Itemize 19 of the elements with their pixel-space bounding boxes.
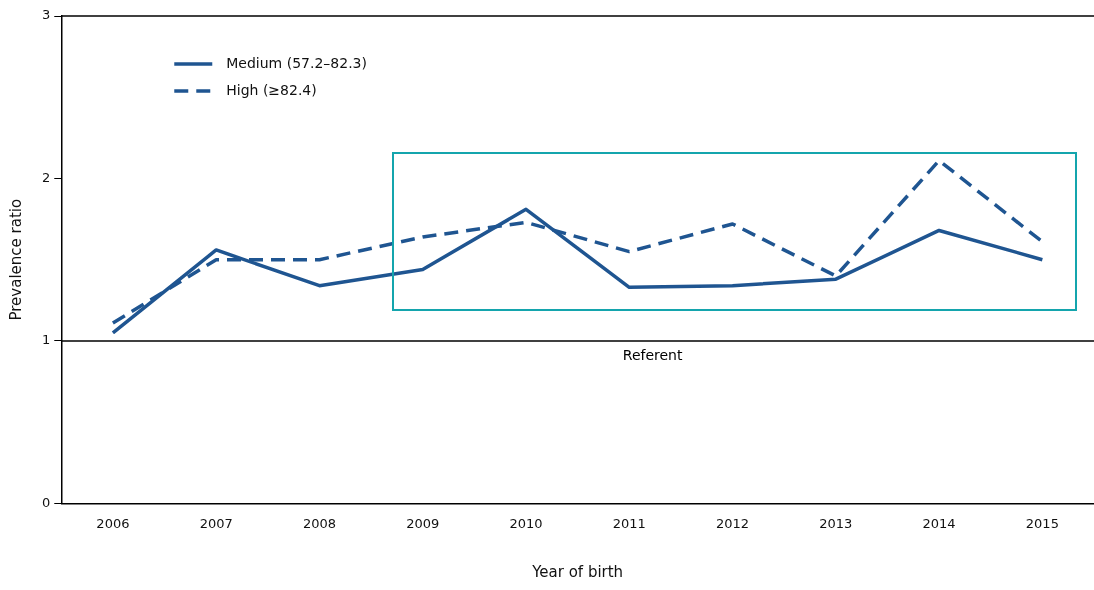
x-tick-label: 2012 xyxy=(716,515,750,531)
ref-line-label: Referent xyxy=(622,346,683,363)
x-tick-label: 2009 xyxy=(406,515,440,531)
y-axis-title: Prevalence ratio xyxy=(6,198,25,321)
y-tick-label: 1 xyxy=(41,332,51,348)
x-tick-label: 2006 xyxy=(96,515,130,531)
y-tick-label: 3 xyxy=(41,7,51,23)
x-tick-label: 2011 xyxy=(612,515,646,531)
y-tick-label: 2 xyxy=(41,169,51,185)
legend-label: High (≥82.4) xyxy=(226,81,317,98)
x-tick-label: 2015 xyxy=(1025,515,1059,531)
x-tick-label: 2014 xyxy=(922,515,956,531)
x-tick-label: 2007 xyxy=(199,515,233,531)
x-tick-label: 2010 xyxy=(509,515,543,531)
legend-label: Medium (57.2–82.3) xyxy=(226,54,367,71)
x-axis-title: Year of birth xyxy=(531,562,624,581)
x-tick-label: 2008 xyxy=(302,515,336,531)
x-tick-label: 2013 xyxy=(819,515,853,531)
y-tick-label: 0 xyxy=(41,494,51,510)
